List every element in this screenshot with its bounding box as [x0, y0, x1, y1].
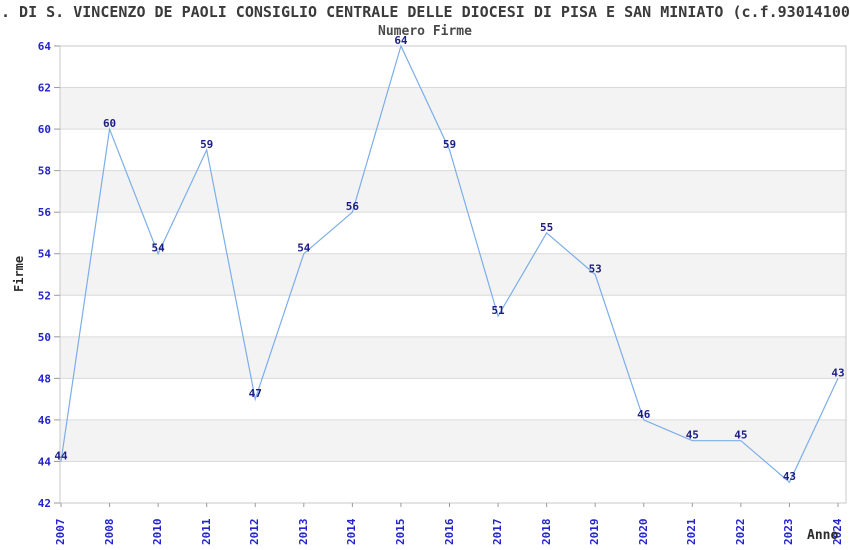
data-point-label: 55 [540, 221, 553, 234]
data-point-label: 56 [346, 200, 360, 213]
y-tick-label: 52 [38, 289, 51, 302]
grid-lines [60, 87, 846, 462]
data-point-label: 54 [152, 242, 166, 255]
y-tick-label: 46 [38, 414, 52, 427]
data-point-label: 64 [394, 34, 408, 47]
plot-border [59, 45, 847, 504]
x-tick-label-2010: 2010 [151, 518, 165, 546]
x-tick-label-2014: 2014 [345, 518, 359, 546]
x-axis-title: Anno [807, 528, 839, 543]
y-tick-label: 44 [38, 455, 52, 468]
x-tick-label-2008: 2008 [102, 518, 116, 546]
x-tick-label-2013: 2013 [296, 518, 310, 546]
y-tick-label: 60 [38, 123, 51, 136]
data-point-label: 59 [443, 138, 456, 151]
chart-main-title: . DI S. VINCENZO DE PAOLI CONSIGLIO CENT… [1, 3, 850, 21]
y-axis-ticks: 42 44 46 48 50 52 54 56 58 60 62 64 [38, 40, 60, 510]
data-point-label: 45 [686, 429, 699, 442]
x-tick-label-2022: 2022 [733, 518, 747, 546]
data-point-label: 45 [734, 429, 747, 442]
data-point-label: 44 [54, 449, 68, 462]
x-axis-ticks [60, 503, 839, 507]
data-point-label: 59 [200, 138, 213, 151]
x-tick-label-2011: 2011 [199, 518, 213, 546]
y-tick-label: 54 [38, 248, 52, 261]
data-point-label: 51 [491, 304, 505, 317]
data-point-label: 46 [637, 408, 651, 421]
x-tick-label-2012: 2012 [248, 518, 262, 546]
chart-subtitle: Numero Firme [378, 24, 472, 39]
data-point-label: 60 [103, 117, 116, 130]
data-point-label: 53 [589, 263, 602, 276]
x-tick-label-2007: 2007 [54, 518, 67, 546]
y-tick-label: 48 [38, 372, 51, 385]
y-axis-title: Firme [12, 255, 26, 292]
data-line-series [60, 44, 839, 484]
x-tick-label-2020: 2020 [636, 518, 650, 546]
y-tick-label: 50 [38, 331, 51, 344]
y-tick-label: 56 [38, 206, 52, 219]
data-point-labels: 44 60 54 59 47 54 56 64 59 51 55 53 46 45 45 43 43 [54, 34, 844, 483]
y-tick-label: 62 [38, 82, 51, 95]
data-point-label: 54 [297, 242, 311, 255]
data-point-label: 47 [249, 387, 262, 400]
x-tick-label-2015: 2015 [393, 518, 407, 546]
x-tick-label-2016: 2016 [442, 518, 456, 546]
x-tick-label-2017: 2017 [491, 518, 505, 546]
background-bands [60, 46, 846, 503]
data-point-label: 43 [783, 470, 796, 483]
data-point-label: 43 [831, 366, 844, 379]
y-tick-label: 42 [38, 497, 51, 510]
x-tick-label-2021: 2021 [685, 518, 699, 546]
y-tick-label: 58 [38, 165, 51, 178]
x-tick-label-2018: 2018 [539, 518, 553, 546]
x-tick-label-2023: 2023 [782, 518, 796, 546]
x-tick-label-2019: 2019 [588, 518, 602, 546]
y-tick-label: 64 [38, 40, 52, 53]
